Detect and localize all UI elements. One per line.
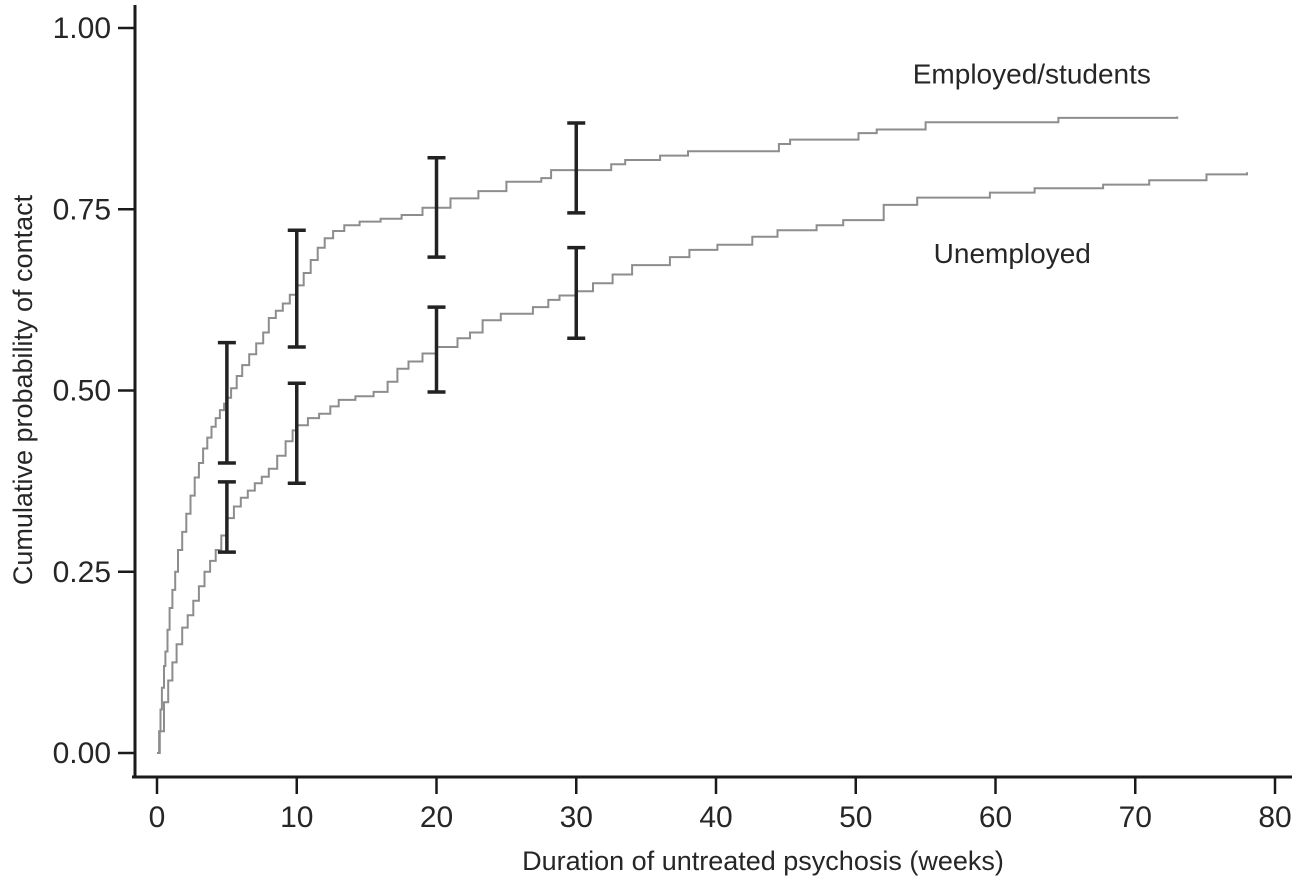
x-tick-label: 10 bbox=[280, 801, 313, 834]
x-tick-label: 20 bbox=[420, 801, 453, 834]
x-tick-label: 60 bbox=[979, 801, 1012, 834]
y-tick-label: 0.00 bbox=[53, 737, 111, 770]
series-line-unemployed bbox=[157, 172, 1248, 754]
y-axis-title: Cumulative probability of contact bbox=[8, 194, 38, 585]
y-tick-label: 1.00 bbox=[53, 12, 111, 45]
series-label-unemployed: Unemployed bbox=[934, 238, 1091, 269]
x-tick-label: 80 bbox=[1258, 801, 1291, 834]
y-tick-label: 0.25 bbox=[53, 556, 111, 589]
y-tick-label: 0.50 bbox=[53, 375, 111, 408]
y-tick-label: 0.75 bbox=[53, 193, 111, 226]
series-line-employed-students bbox=[157, 116, 1179, 754]
x-tick-label: 30 bbox=[560, 801, 593, 834]
series-label-employed-students: Employed/students bbox=[913, 59, 1151, 90]
x-tick-label: 70 bbox=[1119, 801, 1152, 834]
x-tick-label: 50 bbox=[839, 801, 872, 834]
x-tick-label: 40 bbox=[699, 801, 732, 834]
x-axis-title: Duration of untreated psychosis (weeks) bbox=[522, 846, 1004, 876]
x-tick-label: 0 bbox=[149, 801, 166, 834]
